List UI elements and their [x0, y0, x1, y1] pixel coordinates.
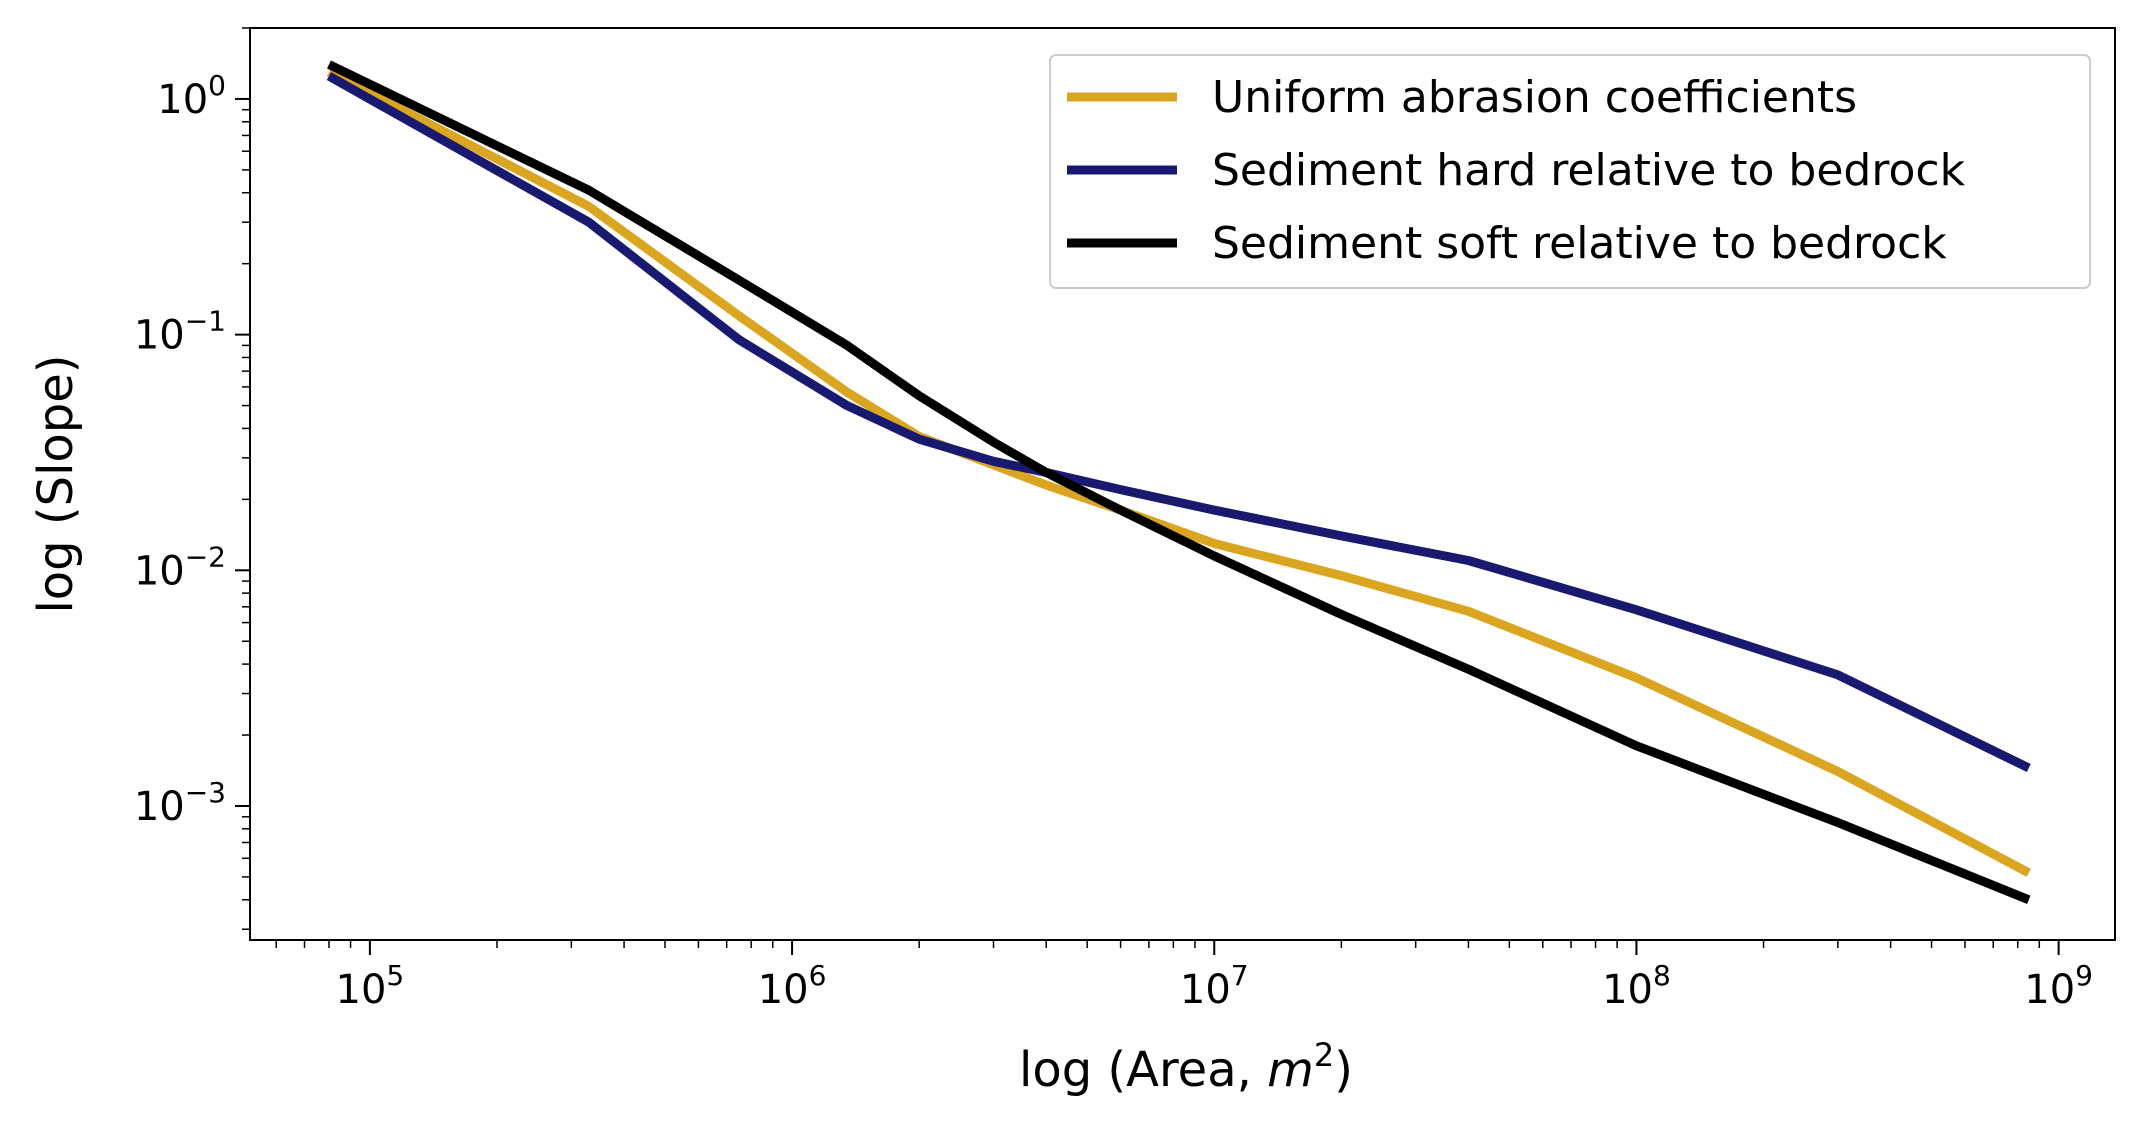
x-tick-exp: 7 — [1231, 959, 1249, 992]
y-tick-base: 10 — [157, 77, 208, 123]
y-tick-base: 10 — [134, 784, 185, 830]
y-tick-label: 10−2 — [134, 540, 226, 594]
y-tick-base: 10 — [134, 548, 185, 594]
x-tick-base: 10 — [1180, 967, 1231, 1013]
x-tick-label: 109 — [2024, 959, 2093, 1013]
plot-frame — [249, 27, 2116, 941]
x-tick-base: 10 — [336, 967, 387, 1013]
legend: Uniform abrasion coefficients Sediment ha… — [1049, 54, 2091, 289]
x-axis-label-sup: 2 — [1314, 1036, 1334, 1074]
x-tick-exp: 9 — [2075, 959, 2093, 992]
x-tick-base: 10 — [758, 967, 809, 1013]
x-axis-label: log (Area, m2) — [1019, 1036, 1353, 1098]
legend-label-3: Sediment soft relative to bedrock — [1212, 218, 1947, 269]
x-tick-exp: 8 — [1653, 959, 1671, 992]
x-tick-base: 10 — [1602, 967, 1653, 1013]
legend-label-1: Uniform abrasion coefficients — [1212, 72, 1857, 123]
y-tick-exp: −3 — [185, 776, 226, 809]
y-tick-exp: −2 — [185, 540, 226, 573]
x-axis-label-math: m — [1267, 1042, 1314, 1098]
y-tick-exp: −1 — [185, 305, 226, 338]
x-tick-label: 105 — [336, 959, 405, 1013]
y-tick-label: 100 — [157, 69, 226, 123]
legend-frame — [1049, 54, 2091, 289]
x-axis-label-text: log (Area, — [1019, 1042, 1267, 1098]
y-axis-label: log (Slope) — [28, 354, 84, 613]
legend-label-2: Sediment hard relative to bedrock — [1212, 145, 1966, 196]
minor-ticks — [242, 27, 2041, 948]
y-tick-base: 10 — [134, 313, 185, 359]
y-tick-label: 10−1 — [134, 305, 226, 359]
y-tick-exp: 0 — [208, 69, 226, 102]
major-ticks — [235, 97, 2060, 955]
x-axis-label-close: ) — [1334, 1042, 1353, 1098]
x-tick-base: 10 — [2024, 967, 2075, 1013]
series-line-3 — [327, 60, 2031, 904]
x-tick-label: 107 — [1180, 959, 1249, 1013]
x-tick-exp: 5 — [386, 959, 404, 992]
series-line-2 — [326, 72, 2031, 773]
series-layer — [326, 60, 2031, 904]
x-tick-label: 106 — [758, 959, 827, 1013]
series-line-1 — [326, 68, 2031, 877]
x-tick-label: 108 — [1602, 959, 1671, 1013]
x-tick-exp: 6 — [809, 959, 827, 992]
y-tick-label: 10−3 — [134, 776, 226, 830]
